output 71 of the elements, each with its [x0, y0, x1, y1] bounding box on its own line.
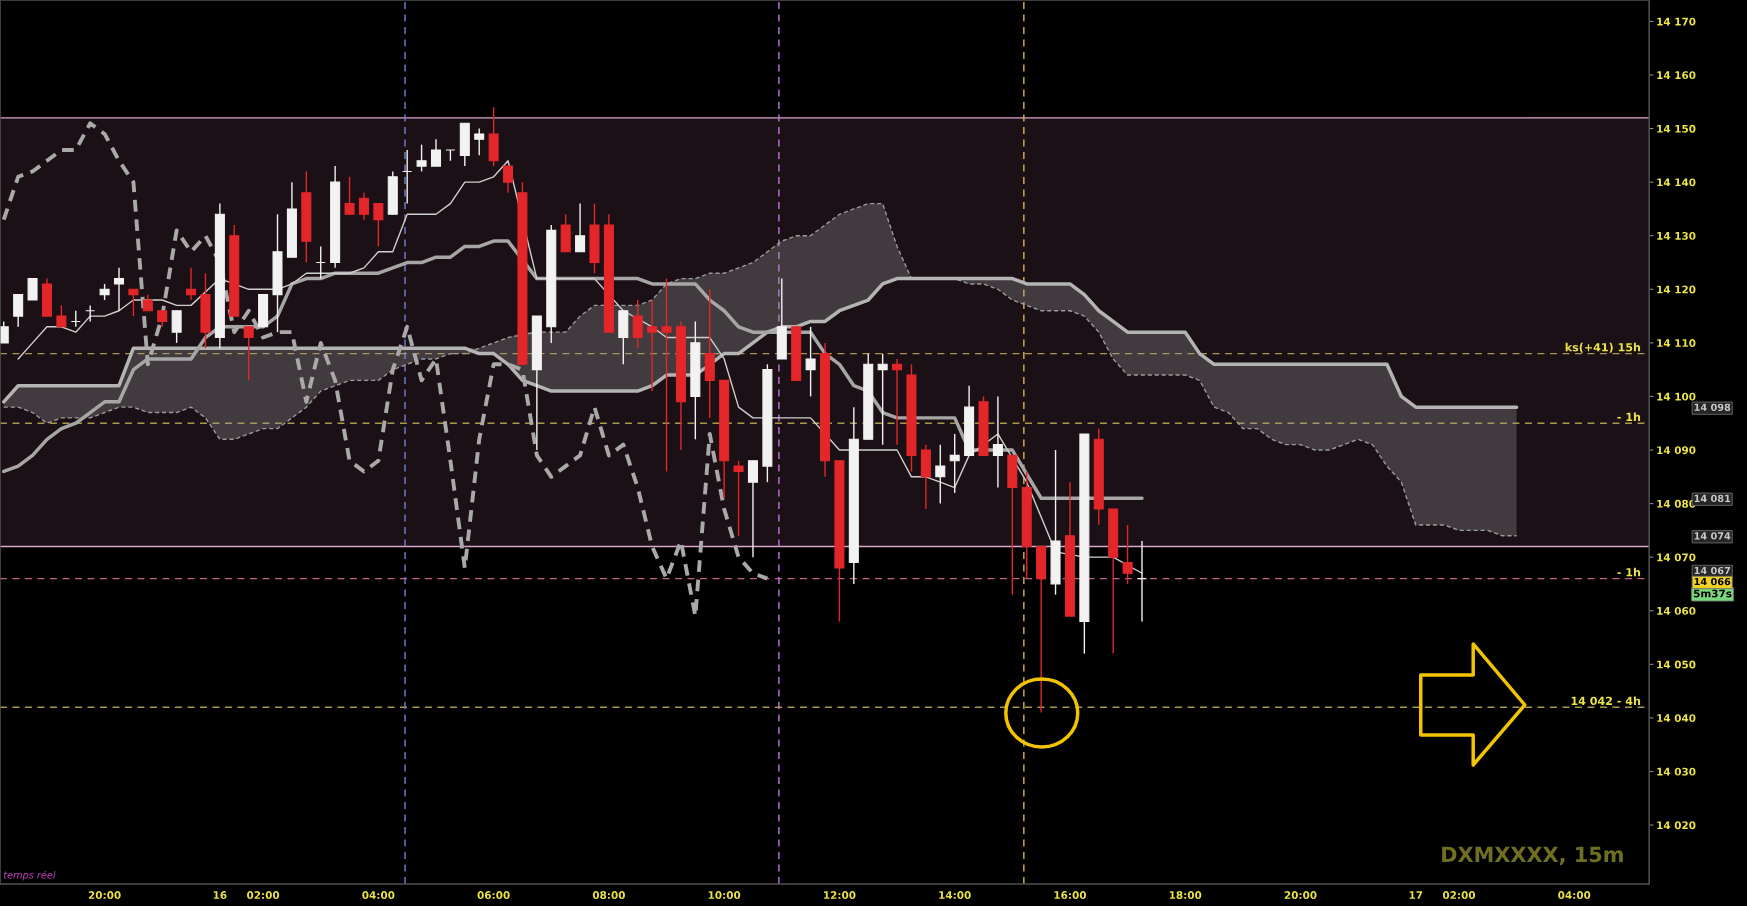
y-tick-label: 14 120 [1657, 285, 1696, 294]
candlestick [892, 358, 903, 446]
y-tick-label: 14 050 [1657, 660, 1696, 669]
y2-tick-label: 14 098 [1694, 403, 1731, 411]
y-tick-label: 14 020 [1657, 821, 1696, 830]
x-tick-label: 17 [1409, 891, 1423, 899]
y-tick-label: 14 170 [1657, 17, 1696, 26]
candlestick [373, 202, 384, 248]
candlestick [27, 278, 38, 301]
candlestick [747, 460, 758, 558]
candlestick [113, 267, 125, 312]
candlestick [0, 320, 9, 344]
candlestick [243, 326, 254, 382]
x-tick-label: 04:00 [1558, 891, 1591, 899]
y-tick-label: 14 150 [1657, 124, 1696, 133]
candlestick [128, 288, 139, 317]
candlestick [575, 202, 586, 253]
candlestick [632, 299, 643, 349]
y-tick-label: 14 130 [1657, 231, 1696, 240]
x-tick-label: 18:00 [1169, 891, 1202, 899]
x-tick-label: 06:00 [477, 891, 510, 899]
y2-tick-label: 14 081 [1694, 494, 1731, 503]
ref-line-label: ks(+41) 15h [1565, 342, 1641, 353]
candlestick [474, 127, 485, 157]
candlestick [877, 352, 888, 446]
y-tick-label: 14 070 [1657, 553, 1696, 562]
candlestick [56, 304, 67, 328]
x-tick-label: 14:00 [939, 891, 971, 899]
y2-tick-label: 14 066 [1694, 577, 1731, 586]
candlestick [733, 460, 744, 537]
candlestick [647, 299, 658, 392]
x-tick-label: 20:00 [88, 891, 121, 899]
annotation: temps réel [3, 870, 56, 881]
x-tick-label: 04:00 [362, 891, 395, 899]
candlestick [358, 192, 369, 221]
y-tick-label: 14 040 [1657, 714, 1696, 723]
text: 5m37s [1693, 589, 1732, 598]
y-tick-label: 14 110 [1657, 339, 1696, 347]
ref-line-label: - 1h [1617, 412, 1641, 421]
ref-line-label: - 1h [1617, 567, 1641, 577]
x-tick-label: 08:00 [592, 891, 625, 899]
x-tick-label: 20:00 [1284, 891, 1317, 899]
y-tick-label: 14 160 [1657, 71, 1696, 80]
candlestick [186, 267, 197, 301]
x-tick-label: 02:00 [247, 891, 280, 899]
x-tick-label: 10:00 [708, 891, 741, 899]
candlestick [992, 395, 1003, 489]
candlestick [171, 310, 182, 344]
y-tick-label: 14 090 [1657, 446, 1696, 455]
candlestick [13, 293, 24, 328]
x-tick-label: 16 [213, 891, 227, 899]
candlestick [503, 165, 514, 194]
y-tick-label: 14 060 [1657, 606, 1696, 615]
x-tick-label: 12:00 [824, 891, 856, 899]
y-tick-label: 14 030 [1657, 767, 1696, 776]
candlestick [416, 143, 427, 173]
candlestick [805, 326, 816, 398]
candlestick [430, 138, 442, 167]
candlestick [1122, 524, 1133, 585]
y-tick-label: 14 100 [1657, 392, 1696, 401]
x-tick-label: 02:00 [1442, 891, 1476, 899]
candlestick [344, 176, 355, 215]
ref-line-label: 14 042 - 4h [1571, 696, 1641, 706]
x-tick-label: 16:00 [1054, 891, 1087, 899]
y2-tick-label: 14 074 [1694, 532, 1731, 540]
y-tick-label: 14 140 [1657, 178, 1696, 187]
y2-tick-label: 14 067 [1694, 566, 1731, 575]
candlestick [949, 433, 960, 494]
candlestick [661, 277, 672, 473]
candlestick [935, 443, 946, 505]
text: DXMXXXX, 15m [1442, 846, 1623, 865]
